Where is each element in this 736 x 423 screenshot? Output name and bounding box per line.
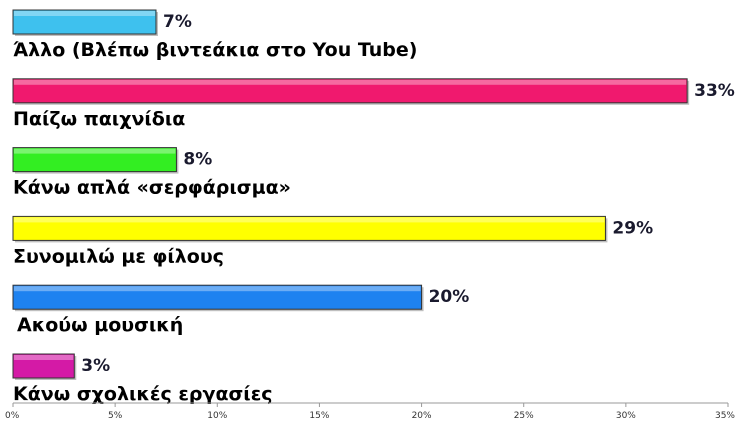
bar-value-label: 20% bbox=[429, 287, 470, 307]
bar bbox=[12, 78, 688, 104]
bar-value-label: 7% bbox=[163, 12, 192, 32]
x-tick-label: 35% bbox=[715, 411, 735, 421]
category-label: Παίζω παιχνίδια bbox=[13, 108, 185, 130]
bar-value-label: 8% bbox=[183, 150, 212, 170]
bar bbox=[12, 353, 75, 379]
x-tick-label: 10% bbox=[207, 411, 227, 421]
bar bbox=[12, 147, 177, 173]
bar-value-label: 29% bbox=[612, 218, 653, 238]
bars-layer bbox=[12, 9, 690, 380]
bar bbox=[12, 9, 157, 35]
category-label: Συνομιλώ με φίλους bbox=[13, 245, 224, 267]
bar-highlight bbox=[14, 148, 176, 154]
x-tick-label: 15% bbox=[309, 411, 329, 421]
category-label: Κάνω απλά «σερφάρισμα» bbox=[13, 177, 291, 199]
x-tick-label: 25% bbox=[514, 411, 534, 421]
bar-highlight bbox=[14, 286, 421, 292]
bar-value-label: 3% bbox=[81, 356, 110, 376]
bar bbox=[12, 284, 423, 310]
category-label: Άλλο (Βλέπω βιντεάκια στο You Tube) bbox=[13, 39, 417, 61]
category-label: Ακούω μουσική bbox=[17, 314, 183, 336]
x-tick-label: 30% bbox=[616, 411, 636, 421]
bar bbox=[12, 215, 606, 241]
bar-highlight bbox=[14, 79, 687, 85]
x-tick-label: 0% bbox=[5, 411, 20, 421]
bar-highlight bbox=[14, 217, 605, 223]
x-axis: 0% 5% 10% 15% 20% 25% 30% 35% bbox=[5, 402, 735, 421]
bar-highlight bbox=[14, 11, 155, 16]
bar-value-label: 33% bbox=[694, 81, 735, 101]
bar-highlight bbox=[14, 355, 74, 360]
labels-layer: 7% Άλλο (Βλέπω βιντεάκια στο You Tube) 33%… bbox=[13, 12, 735, 405]
category-label: Κάνω σχολικές εργασίες bbox=[13, 383, 273, 405]
x-tick-label: 20% bbox=[412, 411, 432, 421]
x-tick-label: 5% bbox=[108, 411, 123, 421]
